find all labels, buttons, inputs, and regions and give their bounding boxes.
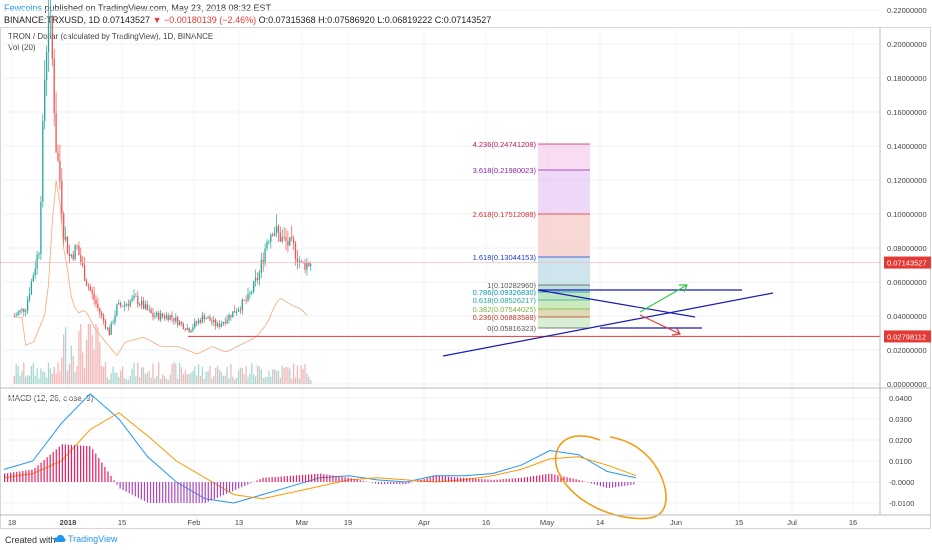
publish-header: Fewcoins published on TradingView.com, M… — [0, 0, 932, 27]
macd-legend: MACD (12, 26, close, 9) — [8, 394, 94, 403]
publish-line: Fewcoins published on TradingView.com, M… — [4, 3, 271, 13]
tradingview-brand[interactable]: TradingView — [68, 534, 118, 544]
footer: Created with TradingView — [0, 530, 932, 550]
cloud-icon — [54, 534, 66, 542]
symbol-price: BINANCE:TRXUSD, 1D 0.07143527 — [4, 15, 151, 25]
created-with-label: Created with — [5, 535, 56, 545]
chart-frame — [0, 27, 931, 529]
price-pane-title: TRON / Dollar (calculated by TradingView… — [8, 32, 214, 41]
ohlc-values: O:0.07315368 H:0.07586920 L:0.06819222 C… — [258, 15, 492, 25]
price-change: ▼ −0.00180139 (−2.46%) — [152, 15, 257, 25]
author-link[interactable]: Fewcoins — [4, 3, 43, 13]
volume-legend: Vol (20) — [8, 43, 36, 52]
symbol-line: BINANCE:TRXUSD, 1D 0.07143527 ▼ −0.00180… — [4, 15, 491, 25]
publish-info: published on TradingView.com, May 23, 20… — [42, 3, 271, 13]
